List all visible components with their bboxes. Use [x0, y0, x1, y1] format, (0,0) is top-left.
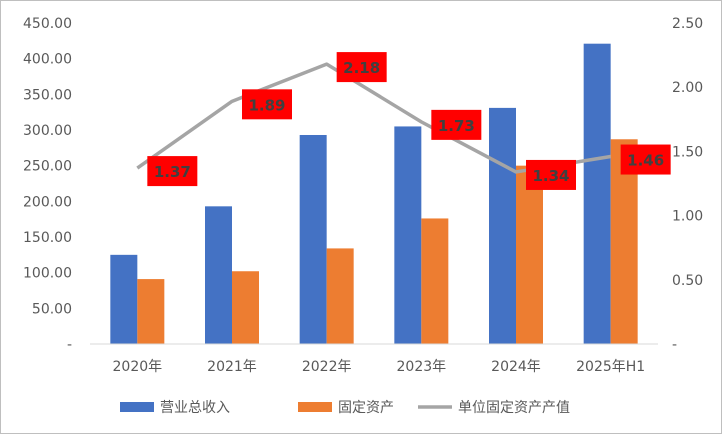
left-tick-label: 50.00 — [32, 301, 72, 317]
bar-fixed-assets — [421, 218, 449, 344]
x-axis-ticks: 2020年 2021年 2022年 2023年 2024年 2025年H1 — [113, 359, 646, 375]
legend-swatch — [120, 402, 154, 412]
left-tick-label: 200.00 — [23, 194, 72, 210]
right-tick-label: - — [672, 337, 677, 353]
legend-label: 固定资产 — [338, 400, 394, 416]
bar-fixed-assets — [326, 248, 354, 344]
line-label-box — [147, 156, 198, 187]
line-data-label: 1.37 — [154, 163, 191, 181]
line-data-label: 1.34 — [532, 167, 569, 185]
legend-swatch — [298, 402, 332, 412]
line-label-box — [431, 109, 482, 140]
bar-fixed-assets — [137, 279, 165, 344]
left-axis-ticks: - 50.00 100.00 150.00 200.00 250.00 300.00 350.… — [23, 16, 72, 353]
right-tick-label: 0.50 — [672, 273, 703, 289]
left-tick-label: 400.00 — [23, 52, 72, 68]
left-tick-label: 250.00 — [23, 159, 72, 175]
line-label-box — [242, 89, 292, 120]
legend-label: 营业总收入 — [160, 400, 230, 416]
bar-fixed-assets — [516, 165, 543, 344]
line-data-label: 1.89 — [248, 96, 285, 114]
x-tick-label: 2022年 — [302, 359, 352, 375]
legend: 营业总收入 固定资产 单位固定资产产值 — [120, 400, 570, 416]
x-tick-label: 2024年 — [491, 359, 541, 375]
bar-revenue — [299, 134, 327, 344]
bars — [110, 43, 638, 345]
x-tick-label: 2020年 — [113, 359, 163, 375]
left-tick-label: 100.00 — [23, 266, 72, 282]
bar-revenue — [489, 107, 516, 345]
left-tick-label: 350.00 — [23, 87, 72, 103]
right-tick-label: 1.50 — [672, 144, 703, 160]
line-label-box — [336, 52, 387, 83]
right-axis-ticks: - 0.50 1.00 1.50 2.00 2.50 — [672, 16, 703, 353]
x-tick-label: 2025年H1 — [576, 359, 645, 375]
bar-revenue — [205, 206, 232, 344]
line-data-label: 1.73 — [438, 117, 475, 135]
line-data-labels: 1.37 1.89 2.18 1.73 1.34 1.46 — [147, 52, 671, 190]
legend-label: 单位固定资产产值 — [458, 400, 570, 416]
left-tick-label: 150.00 — [23, 230, 72, 246]
line-data-label: 2.18 — [343, 59, 380, 77]
right-tick-label: 2.50 — [672, 16, 703, 32]
line-data-label: 1.46 — [627, 152, 664, 170]
x-tick-label: 2021年 — [207, 359, 257, 375]
left-tick-label: 300.00 — [23, 123, 72, 139]
right-tick-label: 1.00 — [672, 209, 703, 225]
x-tick-label: 2023年 — [397, 359, 447, 375]
left-tick-label: 450.00 — [23, 16, 72, 32]
bar-revenue — [110, 254, 138, 344]
left-tick-label: - — [67, 337, 72, 353]
bar-revenue — [583, 43, 611, 344]
bar-fixed-assets — [232, 271, 259, 344]
bar-revenue — [394, 126, 422, 344]
right-tick-label: 2.00 — [672, 80, 703, 96]
line-label-box — [620, 144, 671, 175]
line-label-box — [526, 159, 576, 190]
